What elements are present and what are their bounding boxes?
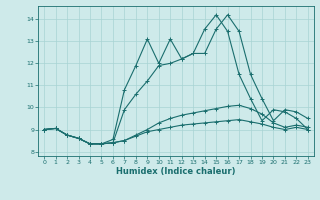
X-axis label: Humidex (Indice chaleur): Humidex (Indice chaleur) xyxy=(116,167,236,176)
